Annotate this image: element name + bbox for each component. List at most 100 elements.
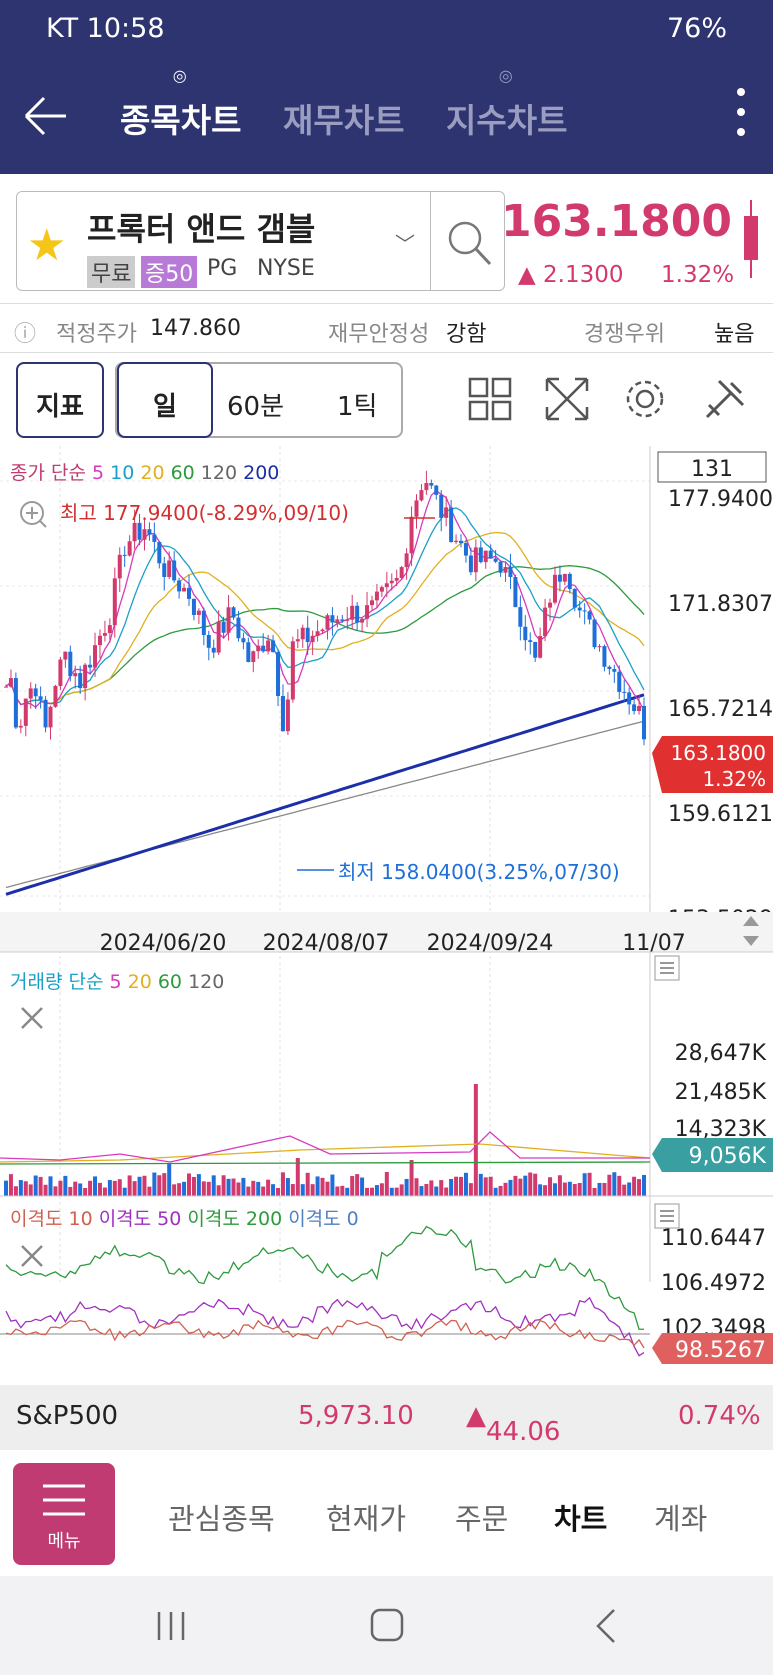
home-icon[interactable] [370, 1608, 404, 1642]
menu-button[interactable]: 메뉴 [13, 1463, 115, 1565]
volume-bar [246, 1186, 251, 1196]
volume-bar [290, 1184, 295, 1196]
star-icon[interactable]: ★ [27, 220, 67, 271]
help-icon[interactable]: ⓘ [14, 322, 37, 347]
candle-body [172, 560, 177, 581]
candle-body [295, 639, 300, 642]
volume-bar [493, 1187, 498, 1196]
index-ticker-bar[interactable]: S&P500 5,973.10 ▲ 44.06 0.74% [0, 1385, 773, 1450]
nav-order[interactable]: 주문 [455, 1502, 509, 1536]
candle-body [360, 618, 365, 623]
system-nav-bar [0, 1576, 773, 1675]
back-arrow-icon[interactable] [22, 88, 70, 144]
price-chart[interactable]: 131 종가 단순 5 10 20 60 120 200 최고 177.9400(… [0, 446, 773, 1386]
disparity-50-line [5, 1296, 645, 1357]
stock-selector[interactable]: ★ 프록터 앤드 갬블 무료 증50 PG NYSE ﹀ [16, 191, 505, 291]
system-back-icon[interactable] [594, 1608, 616, 1644]
volume-bar [365, 1187, 370, 1196]
tag-ticker: PG [207, 256, 238, 281]
candle-body [612, 669, 617, 672]
candle-body [276, 652, 281, 697]
volume-bar [162, 1173, 167, 1196]
disparity-tick-label: 110.6447 [661, 1226, 766, 1251]
fullscreen-icon[interactable] [543, 375, 591, 423]
candle-body [424, 483, 429, 491]
search-icon[interactable] [445, 214, 495, 270]
candle-body [142, 529, 147, 540]
volume-bar [18, 1180, 23, 1196]
volume-bar [335, 1186, 340, 1196]
volume-badge [652, 1138, 773, 1172]
tab-finance-chart[interactable]: 재무차트 [283, 101, 405, 140]
volume-bar [607, 1174, 612, 1196]
disparity-badge-value: 98.5267 [675, 1338, 766, 1363]
count-value: 131 [691, 457, 733, 482]
layout-grid-icon[interactable] [466, 375, 514, 423]
volume-bar [409, 1160, 414, 1196]
period-60min[interactable]: 60분 [227, 392, 285, 422]
volume-bar [137, 1176, 142, 1196]
period-day[interactable]: 일 [117, 362, 213, 438]
period-tick[interactable]: 1틱 [337, 392, 378, 422]
index-name: S&P500 [16, 1401, 119, 1431]
volume-bar [107, 1180, 112, 1196]
volume-bar [83, 1187, 88, 1196]
more-menu-icon[interactable] [737, 88, 745, 136]
candle-body [434, 485, 439, 495]
candle-body [582, 610, 587, 612]
candle-body [191, 598, 196, 615]
ma20-line [5, 531, 645, 706]
candle-body [429, 483, 434, 486]
volume-bar [424, 1183, 429, 1196]
volume-bar [127, 1175, 132, 1196]
tab-index-chart[interactable]: ◎ 지수차트 [446, 66, 568, 140]
volume-bar [632, 1176, 637, 1196]
candle-body [28, 688, 33, 699]
volume-bar [186, 1173, 191, 1196]
fair-price-value: 147.860 [150, 316, 241, 341]
close-icon [21, 1007, 43, 1029]
candle-body [88, 664, 93, 668]
volume-bar [548, 1177, 553, 1196]
volume-bar [449, 1178, 454, 1196]
volume-bar [345, 1187, 350, 1196]
candle-body [389, 580, 394, 584]
candle-body [315, 631, 320, 636]
volume-bar [102, 1187, 107, 1196]
candle-body [587, 611, 592, 620]
candle-body [122, 554, 127, 556]
candle-body [414, 500, 419, 517]
chevron-down-icon[interactable]: ﹀ [395, 232, 415, 256]
candle-body [162, 563, 167, 577]
disparity-legend-item: 이격도 10 [10, 1208, 99, 1230]
candle-body [78, 673, 83, 689]
candle-body [43, 699, 48, 728]
volume-bar [8, 1174, 13, 1196]
count-box [657, 451, 767, 483]
volume-bar [404, 1178, 409, 1196]
nav-current-price[interactable]: 현재가 [326, 1502, 407, 1536]
candle-body [483, 550, 488, 563]
recent-apps-icon[interactable] [155, 1610, 187, 1642]
tools-icon[interactable] [701, 375, 749, 423]
candle-body [399, 567, 404, 578]
zoom-in-icon [20, 501, 44, 525]
volume-bar [597, 1182, 602, 1196]
volume-bar [196, 1174, 201, 1196]
candle-body [33, 688, 38, 697]
volume-bar [147, 1186, 152, 1196]
legend-period: 60 [171, 462, 201, 484]
volume-bar [444, 1187, 449, 1196]
candle-body [83, 664, 88, 689]
nav-watchlist[interactable]: 관심종목 [168, 1502, 275, 1536]
nav-chart[interactable]: 차트 [554, 1502, 608, 1536]
volume-bar [305, 1172, 310, 1196]
settings-gear-icon[interactable] [621, 375, 669, 423]
volume-bar [157, 1175, 162, 1196]
indicator-button[interactable]: 지표 [16, 362, 104, 438]
nav-account[interactable]: 계좌 [654, 1502, 708, 1536]
volume-bar [459, 1176, 464, 1196]
tab-stock-chart[interactable]: ◎ 종목차트 [120, 66, 242, 140]
volume-bar [132, 1181, 137, 1196]
volume-bar [117, 1179, 122, 1196]
